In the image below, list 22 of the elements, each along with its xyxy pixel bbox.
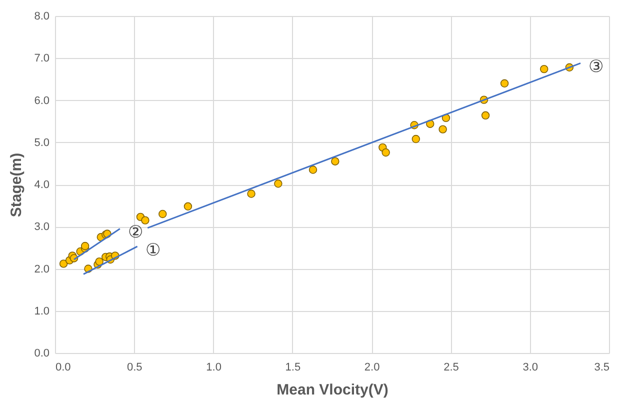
- y-tick-label: 4.0: [34, 179, 50, 191]
- x-tick-label: 3.0: [522, 362, 538, 374]
- y-tick-label: 5.0: [34, 136, 50, 149]
- y-tick-label: 6.0: [34, 94, 50, 107]
- y-tick-label: 7.0: [34, 52, 50, 65]
- x-tick-label: 0.0: [56, 362, 71, 374]
- y-tick-label: 8.0: [34, 10, 50, 22]
- series-label: ①: [145, 240, 160, 260]
- y-tick-label: 1.0: [34, 305, 50, 318]
- x-tick-label: 2.5: [444, 362, 459, 374]
- series-label: ②: [128, 222, 143, 242]
- y-axis-title: Stage(m): [8, 152, 26, 218]
- y-tick-label: 0.0: [34, 348, 50, 360]
- y-tick-label: 3.0: [34, 221, 50, 234]
- x-tick-label: 2.0: [364, 362, 380, 374]
- y-tick-label: 2.0: [34, 263, 50, 276]
- x-tick-label: 1.5: [285, 362, 301, 374]
- x-tick-label: 0.5: [126, 362, 142, 374]
- x-axis-title: Mean Vlocity(V): [276, 382, 388, 398]
- x-tick-label: 1.0: [206, 362, 222, 374]
- series-label: ③: [588, 57, 604, 76]
- x-tick-label: 3.5: [594, 362, 610, 374]
